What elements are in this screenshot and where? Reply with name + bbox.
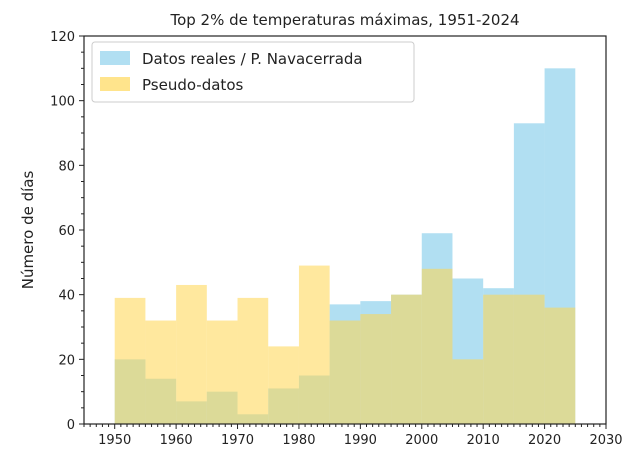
y-tick-label: 120 — [50, 30, 75, 45]
legend-swatch-pseudo — [100, 77, 130, 91]
y-axis-label: Número de días — [19, 171, 37, 290]
bar-pseudo-2015 — [513, 294, 545, 424]
bar-pseudo-2000 — [421, 268, 453, 424]
x-tick-label: 1990 — [344, 433, 377, 448]
legend-box — [91, 41, 415, 103]
legend-label-real: Datos reales / P. Navacerrada — [142, 50, 363, 68]
bar-pseudo-1990 — [360, 314, 392, 424]
y-tick-label: 0 — [67, 418, 75, 433]
bar-pseudo-1965 — [206, 320, 238, 424]
bar-pseudo-1995 — [391, 294, 422, 424]
y-tick-label: 20 — [58, 353, 75, 368]
bar-pseudo-1970 — [237, 297, 269, 424]
bar-pseudo-1950 — [114, 297, 146, 424]
x-tick-label: 1960 — [160, 433, 193, 448]
legend: Datos reales / P. Navacerrada Pseudo-dat… — [91, 41, 415, 103]
x-tick-label: 2020 — [528, 433, 561, 448]
bars-group — [114, 68, 576, 425]
bar-pseudo-1960 — [176, 284, 207, 424]
x-tick-label: 2000 — [405, 433, 438, 448]
y-tick-label: 40 — [58, 289, 75, 304]
bar-pseudo-2005 — [452, 359, 484, 424]
bar-pseudo-1980 — [298, 265, 330, 424]
chart-title: Top 2% de temperaturas máximas, 1951-202… — [169, 11, 519, 29]
axis-ticks: 1950 1960 1970 1980 1990 2000 2010 2020 2030 0 20 4… — [50, 30, 622, 448]
bar-pseudo-2010 — [483, 294, 514, 424]
y-tick-label: 80 — [58, 159, 75, 174]
y-tick-label: 60 — [58, 224, 75, 239]
bar-pseudo-1975 — [268, 346, 299, 424]
x-tick-label: 1980 — [282, 433, 315, 448]
y-tick-label: 100 — [50, 95, 75, 110]
x-tick-label: 1950 — [98, 433, 131, 448]
x-tick-label: 2010 — [467, 433, 500, 448]
bar-pseudo-1955 — [145, 320, 177, 424]
x-tick-label: 2030 — [589, 433, 622, 448]
legend-label-pseudo: Pseudo-datos — [142, 76, 243, 94]
x-tick-label: 1970 — [221, 433, 254, 448]
legend-swatch-real — [100, 51, 130, 65]
bar-pseudo-2020 — [544, 307, 576, 424]
bar-pseudo-1985 — [329, 320, 361, 424]
